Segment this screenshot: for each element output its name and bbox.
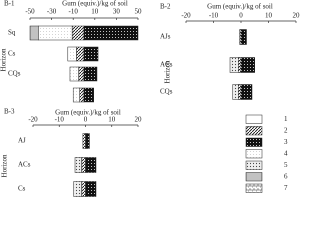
x-tick-label: -10 bbox=[55, 116, 65, 124]
bar-segment bbox=[81, 157, 86, 173]
x-tick-label: -30 bbox=[47, 8, 57, 16]
x-tick-label: 20 bbox=[293, 12, 301, 20]
category-label: AJs bbox=[160, 33, 171, 41]
legend-swatch bbox=[245, 126, 263, 136]
x-tick-label: -20 bbox=[28, 116, 38, 124]
legend-label: 3 bbox=[284, 138, 288, 146]
bar-segment bbox=[29, 25, 39, 41]
legend-label: 5 bbox=[284, 161, 288, 169]
bar-segment bbox=[81, 181, 86, 197]
bar-segment bbox=[78, 66, 85, 82]
bar-segment bbox=[83, 66, 98, 82]
bar-segment bbox=[72, 87, 80, 103]
legend-swatch bbox=[245, 137, 263, 147]
figure: B-1 Gum (equiv.)/kg of soil Horizon -50 -30 -… bbox=[0, 0, 301, 197]
panel-title: B-3 bbox=[4, 108, 15, 116]
y-axis-label: Horizon bbox=[0, 48, 8, 71]
panel-title: B-1 bbox=[4, 0, 15, 8]
x-tick-label: 10 bbox=[265, 12, 273, 20]
x-tick-label: 20 bbox=[135, 116, 143, 124]
legend-swatch bbox=[245, 149, 263, 159]
x-tick-label: 50 bbox=[135, 8, 143, 16]
category-label: Sq bbox=[8, 29, 16, 37]
x-tick-label: -50 bbox=[25, 8, 35, 16]
category-label: Cs bbox=[18, 185, 26, 193]
category-label: ACs bbox=[160, 61, 173, 69]
x-tick-label: -10 bbox=[69, 8, 79, 16]
bar-segment bbox=[83, 87, 94, 103]
bar-segment bbox=[232, 84, 239, 100]
x-axis-label: Gum (equiv.)/kg of soil bbox=[207, 3, 273, 11]
panel-title: B-2 bbox=[160, 3, 171, 11]
x-tick-label: 10 bbox=[91, 8, 99, 16]
legend-label: 4 bbox=[284, 150, 288, 158]
bar-segment bbox=[83, 46, 99, 62]
category-label: CQs bbox=[160, 88, 173, 96]
x-tick-label: -10 bbox=[209, 12, 219, 20]
bar-segment bbox=[69, 66, 79, 82]
bar-segment bbox=[238, 84, 242, 100]
legend-swatch bbox=[245, 160, 263, 170]
x-tick-label: 0 bbox=[239, 12, 243, 20]
x-tick-label: 0 bbox=[84, 116, 88, 124]
legend-swatch bbox=[245, 114, 263, 124]
x-axis-label: Gum (equiv.)/kg of soil bbox=[62, 0, 128, 8]
x-axis-label: Gum (equiv.)/kg of soil bbox=[55, 109, 121, 117]
bar-segment bbox=[240, 57, 255, 73]
bar-segment bbox=[82, 133, 86, 149]
bar-segment bbox=[67, 46, 77, 62]
bar-segment bbox=[76, 46, 85, 62]
bar-segment bbox=[74, 157, 82, 173]
bar-segment bbox=[238, 57, 242, 73]
x-tick-label: -20 bbox=[181, 12, 191, 20]
bar-segment bbox=[71, 25, 85, 41]
bar-segment bbox=[85, 157, 97, 173]
x-tick-label: 10 bbox=[108, 116, 116, 124]
bar-segment bbox=[73, 181, 82, 197]
legend-label: 1 bbox=[284, 115, 288, 123]
legend-label: 2 bbox=[284, 127, 288, 135]
x-tick-label: 30 bbox=[113, 8, 121, 16]
legend-label: 6 bbox=[284, 173, 288, 181]
bar-segment bbox=[240, 29, 247, 45]
bar-segment bbox=[240, 84, 253, 100]
bar-segment bbox=[38, 25, 73, 41]
bar-segment bbox=[85, 133, 90, 149]
category-label: CQs bbox=[8, 70, 21, 78]
legend-swatch bbox=[245, 172, 263, 182]
bar-segment bbox=[83, 25, 139, 41]
y-axis-label: Horizon bbox=[1, 154, 9, 177]
category-label: AJ bbox=[18, 137, 26, 145]
category-label: ACs bbox=[18, 161, 31, 169]
bar-segment bbox=[85, 181, 97, 197]
category-label: Cs bbox=[8, 50, 16, 58]
bar-segment bbox=[79, 87, 85, 103]
bar-segment bbox=[229, 57, 239, 73]
legend-swatch bbox=[245, 183, 263, 193]
legend-label: 7 bbox=[284, 184, 288, 192]
y-axis-label: Horizon bbox=[164, 60, 172, 83]
